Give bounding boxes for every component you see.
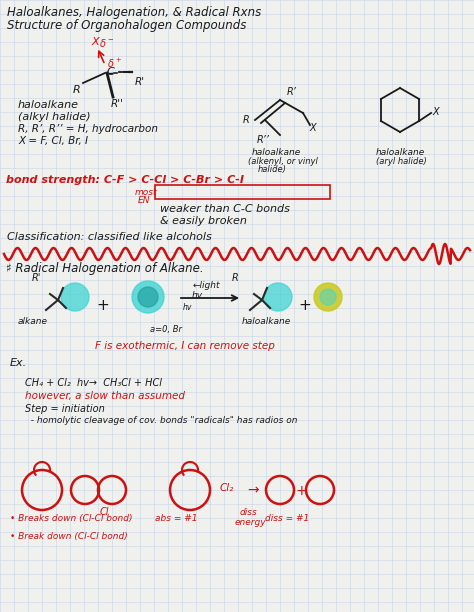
Circle shape	[61, 283, 89, 311]
Text: halide): halide)	[258, 165, 287, 174]
Text: X: X	[309, 123, 316, 133]
Text: X: X	[91, 37, 99, 47]
Text: +: +	[298, 298, 311, 313]
Text: (alkenyl, or vinyl: (alkenyl, or vinyl	[248, 157, 318, 166]
Text: ♯ Radical Halogenation of Alkane.: ♯ Radical Halogenation of Alkane.	[6, 262, 204, 275]
Text: C: C	[107, 67, 115, 77]
Text: R'': R''	[111, 99, 124, 109]
Text: a=0, Br: a=0, Br	[150, 325, 182, 334]
Text: haloalkane: haloalkane	[242, 317, 291, 326]
Text: F is exothermic, I can remove step: F is exothermic, I can remove step	[95, 341, 275, 351]
Text: R: R	[73, 85, 81, 95]
Text: most: most	[135, 188, 157, 197]
Text: X = F, Cl, Br, I: X = F, Cl, Br, I	[18, 136, 88, 146]
Text: bond strength: C-F > C-Cl > C-Br > C-I: bond strength: C-F > C-Cl > C-Br > C-I	[6, 175, 244, 185]
Text: Step = initiation: Step = initiation	[25, 404, 105, 414]
Text: (aryl halide): (aryl halide)	[376, 157, 427, 166]
Bar	[155, 185, 330, 199]
Text: EN: EN	[138, 196, 151, 205]
Text: hv: hv	[192, 291, 203, 300]
Text: Ex.: Ex.	[10, 358, 27, 368]
Text: R: R	[243, 115, 250, 125]
Text: +: +	[96, 298, 109, 313]
Text: (alkyl halide): (alkyl halide)	[18, 112, 91, 122]
Text: & easily broken: & easily broken	[160, 216, 247, 226]
Text: Cl₂: Cl₂	[220, 483, 234, 493]
Text: weaker than C-C bonds: weaker than C-C bonds	[160, 204, 290, 214]
Text: haloalkane: haloalkane	[18, 100, 79, 110]
Text: energy: energy	[235, 518, 266, 527]
Text: however, a slow than assumed: however, a slow than assumed	[25, 391, 185, 401]
Text: R’’: R’’	[257, 135, 270, 145]
Circle shape	[132, 281, 164, 313]
Text: CH₄ + Cl₂  hv→  CH₃Cl + HCl: CH₄ + Cl₂ hv→ CH₃Cl + HCl	[25, 378, 162, 388]
Text: $\delta^+$: $\delta^+$	[107, 57, 122, 70]
Text: R': R'	[32, 273, 41, 283]
Circle shape	[264, 283, 292, 311]
Text: $\delta^-$: $\delta^-$	[99, 37, 114, 49]
Text: R': R'	[135, 77, 145, 87]
Text: Structure of Organohalogen Compounds: Structure of Organohalogen Compounds	[7, 19, 246, 32]
Text: alkane: alkane	[18, 317, 48, 326]
Text: Haloalkanes, Halogenation, & Radical Rxns: Haloalkanes, Halogenation, & Radical Rxn…	[7, 6, 261, 19]
Text: R, R’, R’’ = H, hydrocarbon: R, R’, R’’ = H, hydrocarbon	[18, 124, 158, 134]
Text: hv: hv	[183, 303, 192, 312]
Text: • Break down (Cl-Cl bond): • Break down (Cl-Cl bond)	[10, 532, 128, 541]
Text: - homolytic cleavage of cov. bonds "radicals" has radios on: - homolytic cleavage of cov. bonds "radi…	[25, 416, 298, 425]
Text: R’: R’	[287, 87, 297, 97]
Text: X: X	[432, 107, 438, 117]
Circle shape	[314, 283, 342, 311]
Circle shape	[138, 287, 158, 307]
Text: →: →	[247, 483, 259, 497]
Text: R: R	[232, 273, 239, 283]
Text: haloalkane: haloalkane	[252, 148, 301, 157]
Text: haloalkane: haloalkane	[376, 148, 425, 157]
Text: • Breaks down (Cl-Cl bond): • Breaks down (Cl-Cl bond)	[10, 514, 133, 523]
Text: diss: diss	[240, 508, 258, 517]
Text: Classification: classified like alcohols: Classification: classified like alcohols	[7, 232, 212, 242]
Text: Cl: Cl	[100, 507, 109, 517]
Text: diss = #1: diss = #1	[265, 514, 309, 523]
Text: ←light: ←light	[193, 281, 220, 290]
Circle shape	[320, 289, 336, 305]
Text: abs = #1: abs = #1	[155, 514, 198, 523]
Text: +: +	[296, 484, 308, 498]
